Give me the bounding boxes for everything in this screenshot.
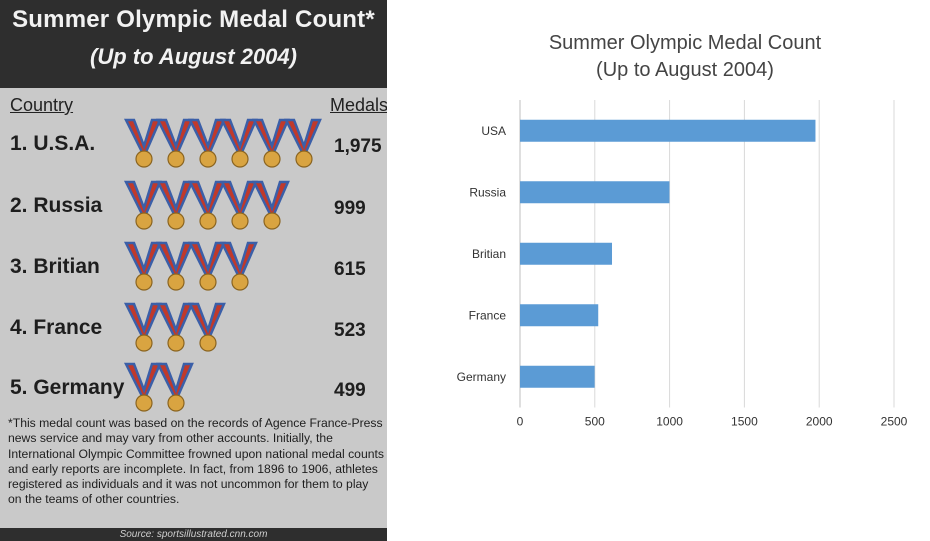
x-tick-label: 2000 xyxy=(806,415,833,429)
medal-icons xyxy=(123,362,194,412)
bar xyxy=(520,304,599,327)
medal-count: 1,975 xyxy=(334,136,382,157)
medal-count: 499 xyxy=(334,380,366,401)
medals-column-header: Medals xyxy=(330,95,387,115)
bar xyxy=(520,365,595,388)
medal-icon xyxy=(123,241,162,291)
medal-icons xyxy=(123,118,322,168)
medal-count: 999 xyxy=(334,198,366,219)
chart-subtitle-line: (Up to August 2004) xyxy=(596,59,774,81)
medal-icon xyxy=(123,118,162,168)
medal-icon xyxy=(187,180,226,230)
medal-icon xyxy=(251,180,290,230)
category-label: France xyxy=(469,308,507,322)
country-name: 4. France xyxy=(10,316,103,339)
medal-icon xyxy=(155,362,194,412)
x-tick-label: 0 xyxy=(517,415,524,429)
medal-icons xyxy=(123,302,226,352)
medal-icon xyxy=(187,302,226,352)
newspaper-clipping: Summer Olympic Medal Count* (Up to Augus… xyxy=(0,0,387,541)
medal-icon xyxy=(219,118,258,168)
medal-count: 615 xyxy=(334,259,366,280)
country-column-header: Country xyxy=(10,95,74,115)
country-name: 3. Britian xyxy=(10,255,100,278)
clipping-subtitle: (Up to August 2004) xyxy=(90,44,297,69)
medal-icon xyxy=(123,180,162,230)
medal-icon xyxy=(187,118,226,168)
bar xyxy=(520,242,613,265)
bar xyxy=(520,181,670,204)
bar xyxy=(520,119,816,142)
clipping-footer: Source: sportsillustrated.cnn.com xyxy=(0,528,387,541)
bar-chart: 0 500 1000 1500 2000 2500 USA Russia Britian Fran… xyxy=(457,100,908,429)
category-label: Britian xyxy=(472,247,506,261)
clipping-title: Summer Olympic Medal Count* xyxy=(12,6,375,33)
medal-icons xyxy=(123,180,290,230)
category-label: Russia xyxy=(469,185,506,199)
country-name: 5. Germany xyxy=(10,376,125,399)
medal-icons xyxy=(123,241,258,291)
medal-icon xyxy=(219,241,258,291)
medal-count: 523 xyxy=(334,320,366,341)
category-label: Germany xyxy=(457,370,506,384)
medal-icon xyxy=(283,118,322,168)
x-tick-label: 2500 xyxy=(881,415,908,429)
category-label: USA xyxy=(481,124,506,138)
x-tick-label: 1000 xyxy=(656,415,683,429)
country-name: 1. U.S.A. xyxy=(10,132,96,155)
medal-icon xyxy=(251,118,290,168)
medal-icon xyxy=(155,180,194,230)
chart-title: Summer Olympic Medal Count (Up to August… xyxy=(500,30,870,84)
x-tick-label: 500 xyxy=(585,415,605,429)
medal-icon xyxy=(123,362,162,412)
clipping-footnote: *This medal count was based on the recor… xyxy=(8,416,384,507)
medal-icon xyxy=(155,241,194,291)
medal-icon xyxy=(219,180,258,230)
country-name: 2. Russia xyxy=(10,194,103,217)
medal-icon xyxy=(155,118,194,168)
clipping-header: Summer Olympic Medal Count* (Up to Augus… xyxy=(0,0,387,88)
x-tick-label: 1500 xyxy=(731,415,758,429)
chart-title-line: Summer Olympic Medal Count xyxy=(548,32,822,54)
clipping-source: Source: sportsillustrated.cnn.com xyxy=(119,529,268,540)
medal-icon xyxy=(155,302,194,352)
medal-icon xyxy=(123,302,162,352)
medal-icon xyxy=(187,241,226,291)
